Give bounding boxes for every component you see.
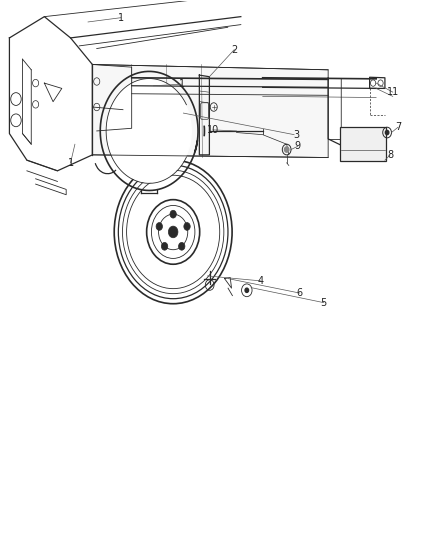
Circle shape — [161, 243, 168, 250]
Circle shape — [170, 211, 177, 218]
Text: 8: 8 — [387, 150, 393, 160]
Circle shape — [179, 243, 185, 250]
Circle shape — [107, 80, 191, 182]
Text: 1: 1 — [67, 158, 74, 168]
Text: 10: 10 — [207, 125, 219, 135]
Text: 1: 1 — [118, 13, 124, 23]
Text: 4: 4 — [258, 276, 264, 286]
Circle shape — [114, 160, 232, 304]
Circle shape — [147, 200, 200, 264]
Polygon shape — [92, 64, 328, 158]
Text: 5: 5 — [321, 297, 327, 308]
Circle shape — [285, 147, 289, 152]
Text: 1: 1 — [179, 79, 185, 89]
Circle shape — [184, 223, 190, 230]
Text: 9: 9 — [294, 141, 300, 151]
Text: 11: 11 — [387, 87, 399, 97]
Text: 7: 7 — [395, 122, 401, 132]
Text: 3: 3 — [293, 130, 300, 140]
Circle shape — [385, 131, 389, 135]
FancyBboxPatch shape — [340, 127, 386, 161]
Circle shape — [168, 226, 178, 238]
Text: 2: 2 — [231, 45, 237, 54]
Text: 6: 6 — [297, 288, 303, 298]
Circle shape — [156, 223, 162, 230]
Circle shape — [245, 288, 248, 293]
